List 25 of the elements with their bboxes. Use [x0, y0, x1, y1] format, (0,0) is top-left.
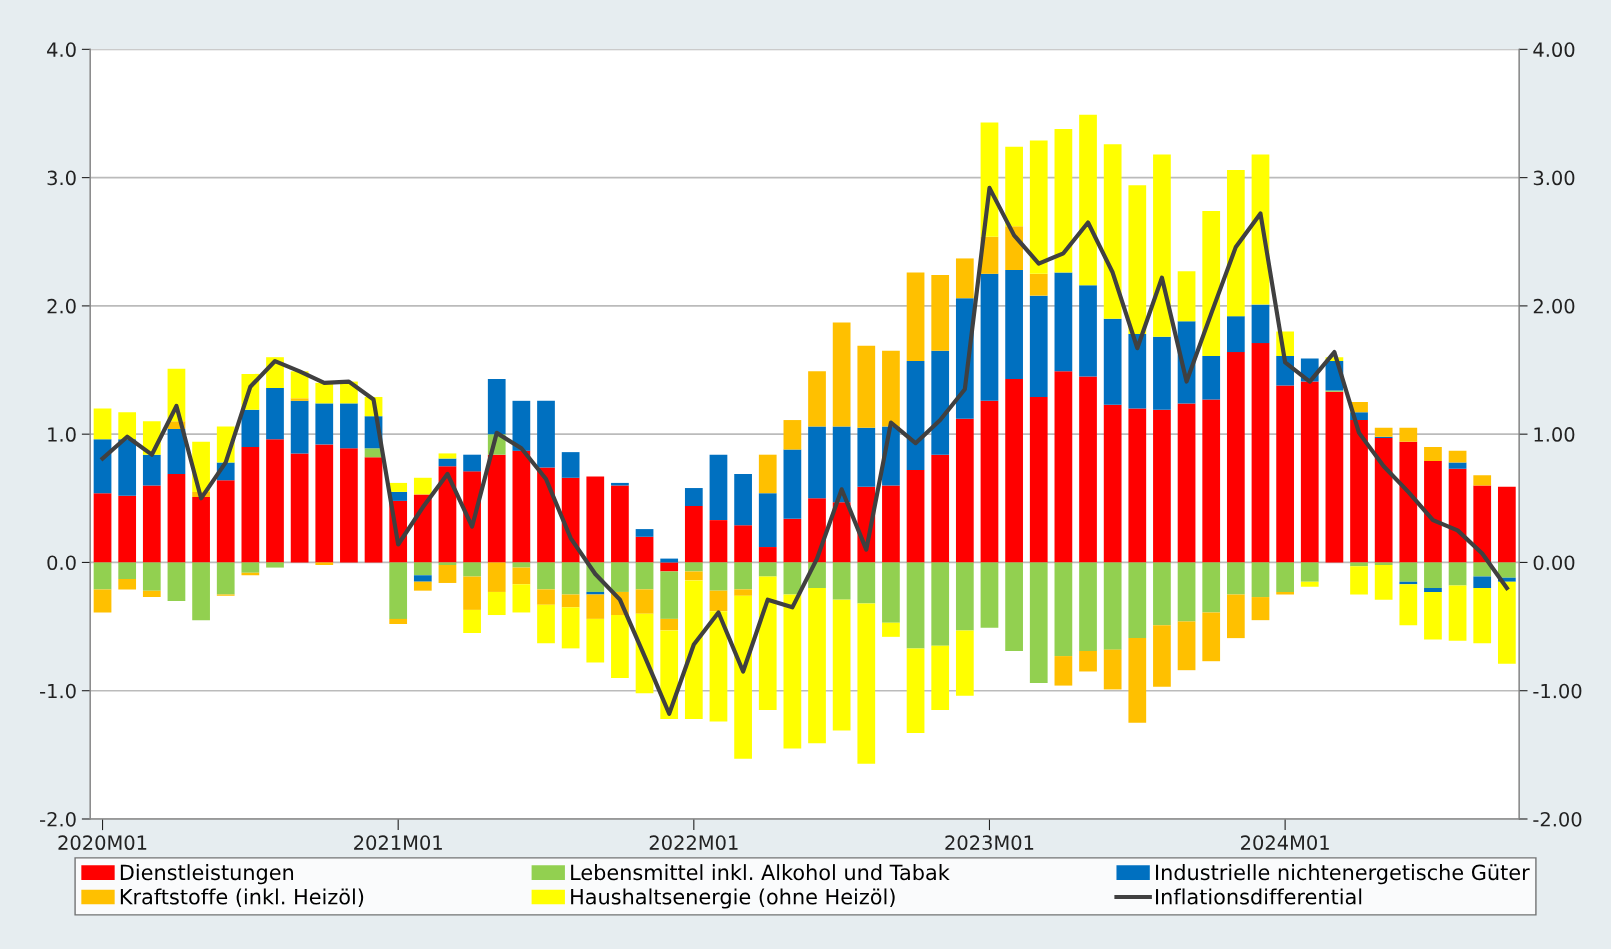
x-tick-label: 2020M01	[58, 835, 147, 851]
x-tick-label: 2023M01	[945, 835, 1034, 851]
legend-label: Haushaltsenergie (ohne Heizöl)	[571, 888, 895, 909]
legend-label: Dienstleistungen	[120, 864, 294, 885]
y2-tick-label: 1.00	[1534, 427, 1575, 442]
y2-tick-label: 4.00	[1533, 42, 1575, 58]
legend-label: Lebensmittel inkl. Alkohol und Tabak	[571, 864, 950, 881]
legend-label: Industrielle nichtenergetische Güter	[1156, 864, 1530, 885]
y-tick-label: 3.0	[47, 170, 76, 186]
x-tick-label: 2021M01	[354, 835, 442, 851]
y-tick-label: 0.0	[47, 555, 76, 571]
x-tick-label: 2022M01	[649, 835, 738, 851]
y-tick-label: -1.0	[40, 683, 76, 699]
y2-tick-label: -1.00	[1533, 683, 1582, 699]
y-tick-label: 4.0	[47, 42, 76, 58]
y2-tick-label: 2.00	[1533, 298, 1575, 314]
y-tick-label: 1.0	[48, 427, 76, 442]
x-tick-label: 2024M01	[1241, 835, 1329, 851]
legend-label: Kraftstoffe (inkl. Heizöl)	[120, 888, 364, 908]
y2-tick-label: 3.00	[1533, 170, 1575, 186]
y-tick-label: -2.0	[40, 811, 76, 827]
y2-tick-label: -2.00	[1533, 811, 1582, 827]
y2-tick-label: 0.00	[1533, 555, 1575, 571]
legend-label: Inflationsdifferential	[1156, 888, 1362, 905]
y-tick-label: 2.0	[47, 298, 76, 314]
